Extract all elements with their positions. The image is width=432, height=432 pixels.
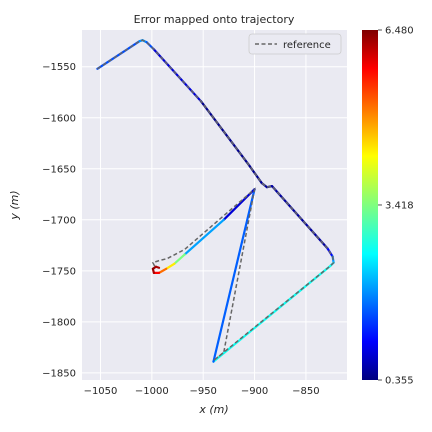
colorbar-ticks: 0.355 3.418 6.480	[378, 26, 414, 387]
chart-title: Error mapped onto trajectory	[134, 13, 295, 26]
y-axis-label: y (m)	[8, 190, 21, 220]
grid	[82, 30, 347, 380]
legend-reference-label: reference	[283, 40, 331, 51]
trajectory-segment	[173, 253, 186, 265]
x-tick-label: −900	[241, 386, 268, 397]
y-tick-label: −1600	[42, 113, 76, 124]
x-axis-label: x (m)	[198, 403, 228, 416]
y-tick-label: −1650	[42, 164, 76, 175]
trajectory-segment	[212, 188, 256, 363]
x-tick-label: −1050	[84, 386, 118, 397]
legend-box	[248, 33, 342, 55]
x-tick-label: −950	[189, 386, 216, 397]
colorbar-tick-label: 0.355	[385, 376, 414, 387]
trajectory-segment	[183, 218, 225, 256]
x-tick-label: −850	[292, 386, 319, 397]
reference-line	[96, 39, 335, 362]
y-tick-label: −1700	[42, 215, 76, 226]
trajectory-segment	[154, 265, 161, 269]
y-tick-label: −1550	[42, 62, 76, 73]
series-layer	[96, 39, 335, 363]
tick-labels: −1050 −1000 −950 −900 −850 −1550 −1600 −1650 −17…	[42, 62, 319, 397]
trajectory-segment	[157, 267, 168, 274]
plot-area	[82, 30, 347, 380]
colorbar	[362, 30, 378, 380]
y-tick-label: −1850	[42, 368, 76, 379]
x-tick-label: −1000	[135, 386, 169, 397]
y-tick-label: −1800	[42, 317, 76, 328]
trajectory-segment	[165, 262, 176, 270]
y-tick-label: −1750	[42, 266, 76, 277]
colorbar-tick-label: 6.480	[385, 26, 414, 37]
colorbar-tick-label: 3.418	[385, 200, 414, 211]
legend: reference	[248, 33, 342, 55]
